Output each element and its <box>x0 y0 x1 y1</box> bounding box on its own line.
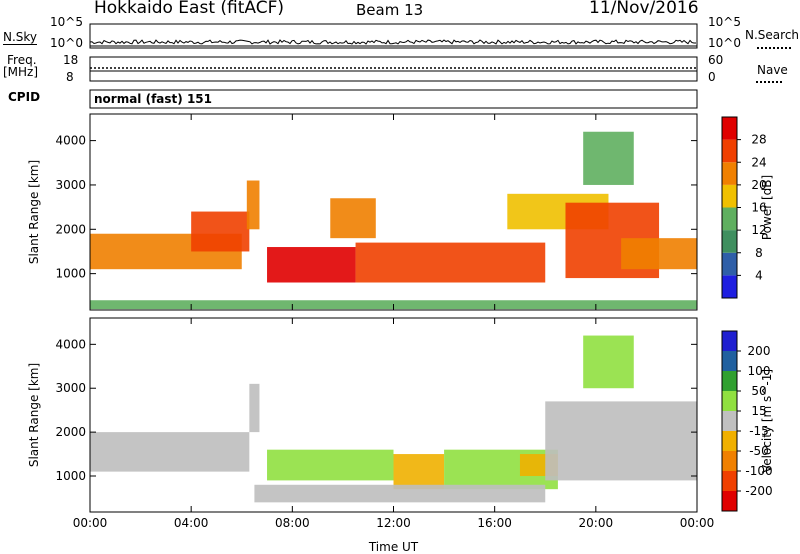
x-tick-label: 16:00 <box>477 516 512 530</box>
colorbar-segment <box>722 184 737 208</box>
colorbar-segment <box>722 139 737 163</box>
x-tick-label: 00:00 <box>680 516 715 530</box>
x-tick-label: 08:00 <box>275 516 310 530</box>
colorbar-segment <box>722 351 737 371</box>
nave-label: Nave <box>757 63 788 77</box>
power-data-band <box>355 242 546 283</box>
velocity-data-band <box>254 484 546 503</box>
freq-strip-frame <box>89 56 698 82</box>
velocity-data-band <box>545 401 697 481</box>
nave-tick-top: 60 <box>708 53 724 67</box>
colorbar-tick-label: 15 <box>751 404 766 418</box>
colorbar-segment <box>722 431 737 451</box>
nsearch-tick-top: 10^5 <box>708 15 741 29</box>
noise-trace <box>89 39 696 45</box>
colorbar-segment <box>722 162 737 185</box>
colorbar-tick-label: 24 <box>751 155 766 169</box>
status-strips <box>89 23 698 109</box>
velocity-data-band <box>267 449 394 481</box>
velocity-data-band <box>90 432 250 472</box>
colorbar-segment <box>722 331 737 351</box>
colorbar-segment <box>722 371 737 391</box>
colorbar-tick-label: 16 <box>751 201 766 215</box>
freq-tick-bottom: 8 <box>66 70 74 84</box>
colorbar-segment <box>722 207 737 231</box>
colorbar-tick-label: -15 <box>749 424 769 438</box>
colorbar-tick-label: 20 <box>751 178 766 192</box>
y-tick-label: 3000 <box>55 381 86 395</box>
velocity-data-band <box>249 383 260 433</box>
nsearch-label: N.Search <box>745 28 800 42</box>
freq-tick-top: 18 <box>63 53 79 67</box>
nave-legend-line <box>756 81 782 83</box>
y-tick-label: 2000 <box>55 222 86 236</box>
beam-label: Beam 13 <box>356 1 424 19</box>
y-axis-label: Slant Range [km] <box>27 363 41 467</box>
y-tick-label: 2000 <box>55 425 86 439</box>
colorbar-tick-label: 200 <box>748 344 771 358</box>
colorbar-tick-label: 100 <box>748 364 771 378</box>
colorbar-tick-label: 4 <box>755 268 763 282</box>
colorbar-tick-label: 50 <box>751 384 766 398</box>
power-data-band <box>191 211 250 252</box>
y-tick-label: 1000 <box>55 469 86 483</box>
x-tick-label: 04:00 <box>174 516 209 530</box>
colorbar-segment <box>722 252 737 276</box>
colorbar-label: Velocity [m s^-1] <box>760 369 774 473</box>
colorbar-segment <box>722 275 737 298</box>
freq-label-line2: [MHz] <box>3 65 39 79</box>
nave-tick-bottom: 0 <box>708 70 716 84</box>
y-tick-label: 3000 <box>55 178 86 192</box>
y-tick-label: 1000 <box>55 267 86 281</box>
colorbar-label: Power [dB] <box>760 175 774 240</box>
velocity-data-band <box>583 335 634 389</box>
y-axis-label: Slant Range [km] <box>27 160 41 264</box>
power-data-band <box>267 247 356 283</box>
colorbar-segment <box>722 117 737 140</box>
colorbar-frame <box>721 330 738 512</box>
freq-label-line1: Freq. <box>7 53 37 67</box>
colorbar-segment <box>722 471 737 491</box>
colorbar-segment <box>722 391 737 411</box>
colorbar-segment <box>722 411 737 431</box>
colorbar-tick-label: -50 <box>749 444 769 458</box>
x-tick-label: 20:00 <box>579 516 614 530</box>
x-tick-label: 12:00 <box>376 516 411 530</box>
velocity-data-band <box>393 454 445 490</box>
nsearch-tick-bottom: 10^0 <box>708 36 741 50</box>
power-data-band <box>246 180 260 230</box>
colorbar-segment <box>722 491 737 511</box>
chart-title: Hokkaido East (fitACF) <box>94 0 285 18</box>
power-data-band <box>330 198 376 239</box>
nsky-tick-bottom: 10^0 <box>50 36 83 50</box>
colorbar-tick-label: -200 <box>745 484 772 498</box>
x-axis-label: Time UT <box>368 540 419 554</box>
noise-strip-frame <box>89 23 698 49</box>
nsky-label: N.Sky <box>3 30 38 45</box>
cpid-strip-frame <box>89 89 698 109</box>
nsky-tick-top: 10^5 <box>50 15 83 29</box>
power-data-band <box>583 131 634 185</box>
colorbar-tick-label: 28 <box>751 133 766 147</box>
date-label: 11/Nov/2016 <box>589 0 699 18</box>
mode-text: normal (fast) 151 <box>94 92 212 106</box>
colorbar-tick-label: 12 <box>751 223 766 237</box>
colorbar-segment <box>722 451 737 471</box>
colorbar-segment <box>722 230 737 253</box>
cpid-label: CPID <box>8 90 41 104</box>
power-data-band <box>621 238 697 270</box>
nsearch-legend-line <box>757 47 791 49</box>
colorbar-tick-label: -100 <box>745 464 772 478</box>
colorbar-tick-label: 8 <box>755 246 763 260</box>
y-tick-label: 4000 <box>55 337 86 351</box>
y-tick-label: 4000 <box>55 134 86 148</box>
x-tick-label: 00:00 <box>73 516 108 530</box>
